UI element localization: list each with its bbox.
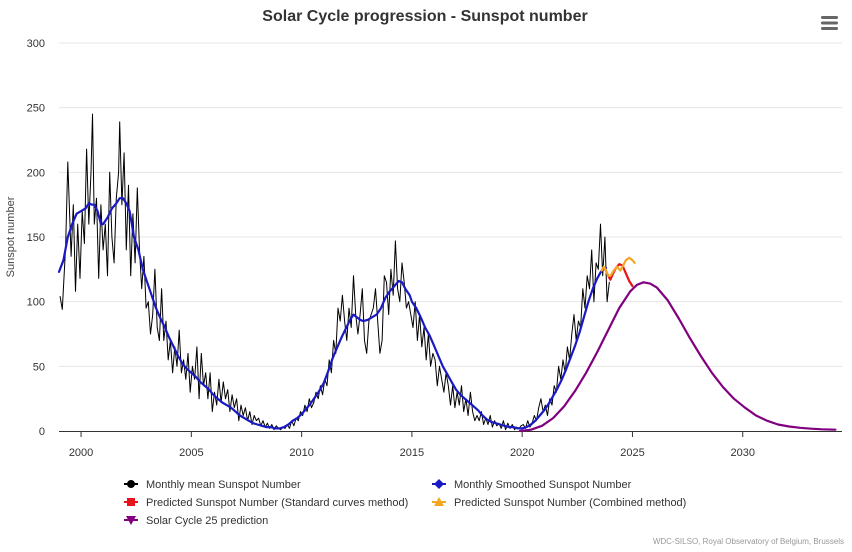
x-tick-label: 2005 [179, 447, 203, 459]
legend-marker-square [127, 498, 135, 506]
legend: Monthly mean Sunspot Number Monthly Smoot… [124, 479, 686, 527]
plot-series [57, 113, 837, 433]
legend-marker-triangle [434, 497, 444, 506]
y-axis-title: Sunspot number [5, 196, 17, 277]
credits-text[interactable]: WDC-SILSO, Royal Observatory of Belgium,… [653, 537, 844, 546]
legend-label: Predicted Sunspot Number (Combined metho… [454, 497, 686, 509]
legend-item[interactable]: Predicted Sunspot Number (Standard curve… [124, 497, 408, 509]
legend-marker-diamond [434, 479, 444, 489]
series-line-1[interactable] [59, 113, 610, 431]
x-tick-label: 2025 [620, 447, 644, 459]
legend-marker-triangle-down [126, 516, 136, 525]
legend-item[interactable]: Monthly mean Sunspot Number [124, 479, 301, 491]
legend-label: Monthly Smoothed Sunspot Number [454, 479, 632, 491]
x-tick-label: 2015 [400, 447, 424, 459]
menu-icon[interactable] [821, 16, 838, 30]
x-tick-label: 2000 [69, 447, 93, 459]
y-tick-label: 100 [27, 297, 45, 309]
y-tick-label: 250 [27, 103, 45, 115]
y-tick-label: 0 [39, 426, 45, 438]
series-line-5[interactable] [518, 281, 837, 433]
y-tick-label: 50 [33, 361, 45, 373]
x-tick-label: 2010 [289, 447, 313, 459]
legend-label: Solar Cycle 25 prediction [146, 515, 268, 527]
y-tick-label: 150 [27, 232, 45, 244]
x-axis-ticks: 2000 2005 2010 2015 2020 2025 2030 [69, 432, 755, 459]
grid-lines [59, 42, 842, 367]
y-tick-label: 200 [27, 167, 45, 179]
legend-item[interactable]: Predicted Sunspot Number (Combined metho… [432, 497, 686, 509]
series-line-4[interactable] [600, 256, 636, 277]
x-tick-label: 2020 [510, 447, 534, 459]
chart-title: Solar Cycle progression - Sunspot number [262, 8, 587, 25]
legend-label: Predicted Sunspot Number (Standard curve… [146, 497, 408, 509]
y-tick-label: 300 [27, 38, 45, 50]
series-line-2[interactable] [57, 197, 608, 430]
legend-label: Monthly mean Sunspot Number [146, 479, 301, 491]
x-tick-label: 2030 [731, 447, 755, 459]
legend-marker-circle [127, 480, 135, 488]
y-axis-ticks: 0 50 100 150 200 250 300 [27, 38, 45, 438]
legend-item[interactable]: Monthly Smoothed Sunspot Number [432, 479, 632, 491]
legend-item[interactable]: Solar Cycle 25 prediction [124, 515, 268, 527]
